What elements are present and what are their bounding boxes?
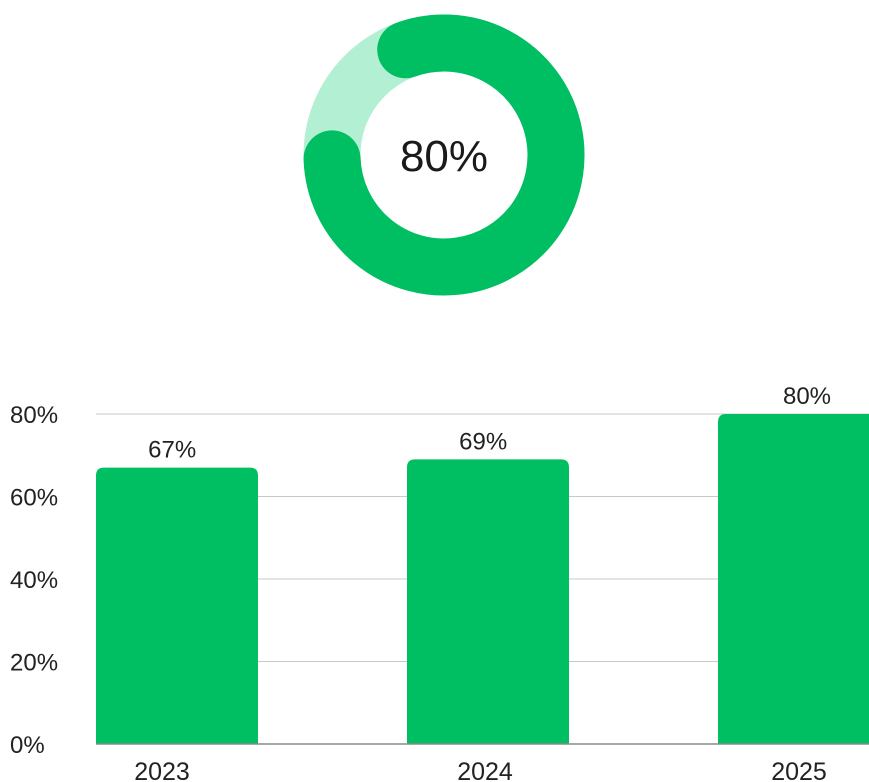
y-tick-label: 40% <box>10 567 58 594</box>
bars <box>96 414 869 744</box>
y-axis-ticks: 0% 20% 40% 60% 80% <box>10 402 58 759</box>
y-tick-label: 0% <box>10 732 45 759</box>
data-label: 69% <box>459 428 507 455</box>
donut-center-label: 80% <box>400 132 488 181</box>
donut-progress-arc <box>303 14 585 296</box>
y-tick-label: 20% <box>10 650 58 677</box>
data-label: 67% <box>148 437 196 464</box>
y-tick-label: 80% <box>10 402 58 429</box>
x-category-label: 2024 <box>457 758 513 782</box>
y-tick-label: 60% <box>10 485 58 512</box>
data-label: 80% <box>783 383 831 410</box>
bar-2025 <box>718 414 869 744</box>
donut-chart: 80% <box>303 14 585 296</box>
bar-2024 <box>407 459 569 744</box>
x-category-label: 2025 <box>771 758 827 782</box>
data-labels: 67% 69% 80% <box>148 383 831 464</box>
bar-2023 <box>96 467 258 744</box>
x-category-label: 2023 <box>134 758 190 782</box>
x-axis-categories: 2023 2024 2025 <box>134 758 827 782</box>
